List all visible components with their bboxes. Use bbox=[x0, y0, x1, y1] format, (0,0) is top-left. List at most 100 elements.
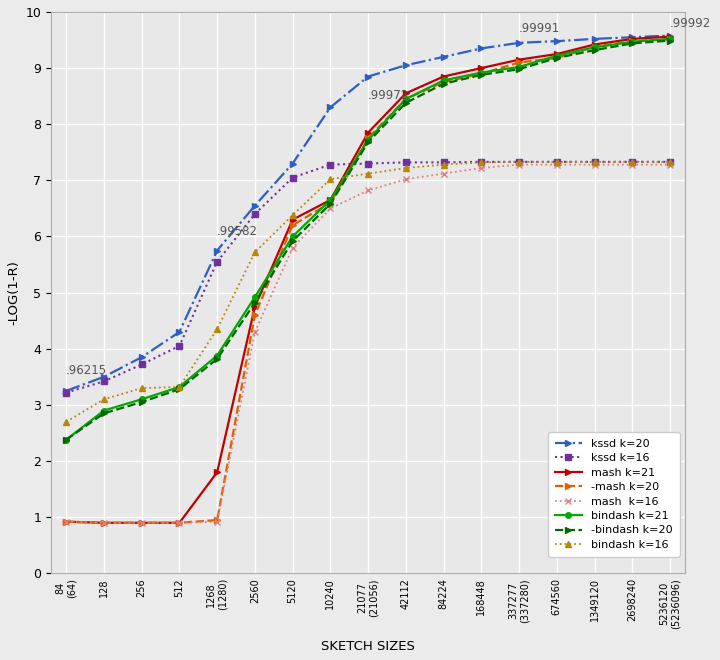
mash k=21 bbox=[213, 469, 222, 477]
X-axis label: SKETCH SIZES: SKETCH SIZES bbox=[321, 640, 415, 653]
mash k=21 bbox=[251, 303, 259, 311]
kssd k=16 bbox=[552, 158, 561, 166]
-bindash k=20 bbox=[288, 237, 297, 245]
-bindash k=20 bbox=[138, 398, 146, 406]
bindash k=16 bbox=[62, 418, 71, 426]
mash k=21 bbox=[62, 517, 71, 525]
kssd k=16 bbox=[402, 158, 410, 166]
Text: .99582: .99582 bbox=[217, 225, 258, 238]
bindash k=21 bbox=[251, 293, 259, 301]
mash k=21 bbox=[439, 73, 448, 81]
bindash k=16 bbox=[175, 383, 184, 391]
mash  k=16 bbox=[477, 164, 485, 172]
-bindash k=20 bbox=[175, 385, 184, 393]
mash k=21 bbox=[326, 196, 335, 204]
kssd k=20 bbox=[590, 35, 599, 43]
mash  k=16 bbox=[364, 187, 372, 195]
bindash k=16 bbox=[326, 176, 335, 183]
-bindash k=20 bbox=[477, 71, 485, 79]
mash  k=16 bbox=[326, 205, 335, 213]
kssd k=20 bbox=[326, 104, 335, 112]
kssd k=20 bbox=[213, 247, 222, 255]
bindash k=21 bbox=[364, 136, 372, 144]
mash k=21 bbox=[552, 50, 561, 58]
mash k=21 bbox=[402, 89, 410, 97]
kssd k=20 bbox=[62, 387, 71, 395]
kssd k=16 bbox=[251, 210, 259, 218]
mash  k=16 bbox=[439, 170, 448, 178]
mash k=21 bbox=[477, 64, 485, 72]
bindash k=21 bbox=[439, 77, 448, 84]
mash k=21 bbox=[515, 55, 523, 63]
bindash k=21 bbox=[552, 51, 561, 59]
kssd k=16 bbox=[628, 158, 636, 166]
-mash k=20 bbox=[213, 516, 222, 524]
mash  k=16 bbox=[552, 160, 561, 168]
-bindash k=20 bbox=[364, 138, 372, 146]
Text: .99972: .99972 bbox=[368, 89, 410, 102]
kssd k=20 bbox=[439, 53, 448, 61]
kssd k=16 bbox=[288, 174, 297, 182]
mash k=21 bbox=[99, 519, 108, 527]
kssd k=16 bbox=[62, 389, 71, 397]
bindash k=16 bbox=[590, 158, 599, 166]
kssd k=16 bbox=[138, 360, 146, 368]
mash  k=16 bbox=[138, 519, 146, 527]
mash k=21 bbox=[175, 519, 184, 527]
Line: -mash k=20: -mash k=20 bbox=[63, 36, 672, 525]
mash k=21 bbox=[364, 129, 372, 137]
bindash k=21 bbox=[138, 395, 146, 403]
mash  k=16 bbox=[288, 244, 297, 251]
-bindash k=20 bbox=[590, 46, 599, 54]
-mash k=20 bbox=[62, 517, 71, 525]
kssd k=16 bbox=[515, 158, 523, 166]
-mash k=20 bbox=[628, 37, 636, 45]
bindash k=21 bbox=[628, 38, 636, 46]
kssd k=20 bbox=[666, 32, 675, 40]
Line: kssd k=20: kssd k=20 bbox=[63, 33, 672, 393]
bindash k=16 bbox=[477, 158, 485, 166]
mash  k=16 bbox=[251, 328, 259, 336]
kssd k=20 bbox=[552, 37, 561, 45]
Y-axis label: -LOG(1-R): -LOG(1-R) bbox=[7, 260, 20, 325]
Legend: kssd k=20, kssd k=16, mash k=21, -mash k=20, mash  k=16, bindash k=21, -bindash : kssd k=20, kssd k=16, mash k=21, -mash k… bbox=[548, 432, 680, 556]
-mash k=20 bbox=[364, 134, 372, 142]
-mash k=20 bbox=[251, 311, 259, 319]
kssd k=16 bbox=[590, 158, 599, 166]
Line: mash k=21: mash k=21 bbox=[63, 34, 672, 525]
bindash k=16 bbox=[402, 164, 410, 172]
-bindash k=20 bbox=[628, 40, 636, 48]
-mash k=20 bbox=[666, 35, 675, 43]
Text: .96215: .96215 bbox=[66, 364, 107, 377]
kssd k=16 bbox=[213, 258, 222, 266]
-bindash k=20 bbox=[666, 36, 675, 44]
-mash k=20 bbox=[138, 519, 146, 527]
kssd k=20 bbox=[515, 39, 523, 47]
mash k=21 bbox=[138, 519, 146, 527]
Text: .99991: .99991 bbox=[519, 22, 560, 34]
-mash k=20 bbox=[477, 70, 485, 78]
-bindash k=20 bbox=[213, 355, 222, 363]
kssd k=16 bbox=[99, 378, 108, 385]
bindash k=16 bbox=[364, 170, 372, 178]
bindash k=16 bbox=[628, 158, 636, 166]
mash  k=16 bbox=[628, 160, 636, 168]
-mash k=20 bbox=[175, 519, 184, 527]
bindash k=21 bbox=[590, 44, 599, 51]
-bindash k=20 bbox=[402, 99, 410, 107]
Line: kssd k=16: kssd k=16 bbox=[63, 159, 672, 395]
bindash k=16 bbox=[288, 211, 297, 219]
Line: bindash k=21: bindash k=21 bbox=[63, 36, 672, 442]
-mash k=20 bbox=[326, 199, 335, 207]
mash k=21 bbox=[628, 35, 636, 43]
kssd k=16 bbox=[364, 160, 372, 168]
mash k=21 bbox=[288, 216, 297, 224]
bindash k=16 bbox=[552, 158, 561, 166]
kssd k=20 bbox=[628, 33, 636, 41]
kssd k=20 bbox=[138, 353, 146, 361]
-mash k=20 bbox=[439, 78, 448, 86]
bindash k=16 bbox=[251, 248, 259, 256]
kssd k=20 bbox=[251, 202, 259, 210]
bindash k=16 bbox=[666, 158, 675, 166]
-bindash k=20 bbox=[439, 80, 448, 88]
